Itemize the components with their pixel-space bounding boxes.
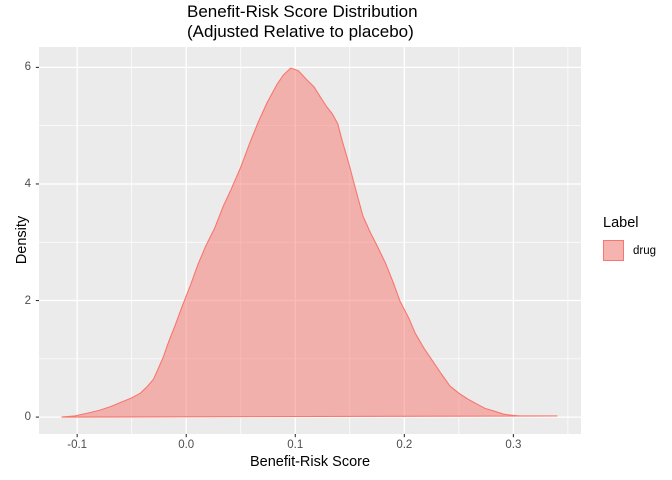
y-tick-label: 6: [24, 61, 31, 74]
legend-title: Label: [603, 215, 639, 231]
y-tick-label: 4: [24, 177, 31, 190]
density-area: [61, 67, 558, 418]
y-tick-label: 0: [24, 411, 31, 424]
y-tick-label: 2: [24, 294, 31, 307]
plot-title-line1: Benefit-Risk Score Distribution: [187, 2, 418, 21]
plot-title: Benefit-Risk Score Distribution (Adjuste…: [187, 2, 418, 42]
x-tick-label: 0.0: [178, 439, 195, 451]
x-tick-label: -0.1: [67, 439, 88, 451]
x-axis-title: Benefit-Risk Score: [249, 454, 371, 470]
legend-item-label: drug: [633, 244, 657, 257]
x-tick-label: 0.2: [396, 439, 413, 451]
legend: Label drug: [603, 215, 656, 261]
x-tick-label: 0.1: [287, 439, 304, 451]
plot-title-line2: (Adjusted Relative to placebo): [187, 22, 414, 41]
legend-key-swatch: [603, 240, 624, 261]
legend-item: drug: [603, 240, 656, 261]
x-tick-label: 0.3: [505, 439, 522, 451]
y-axis-title: Density: [14, 215, 30, 265]
